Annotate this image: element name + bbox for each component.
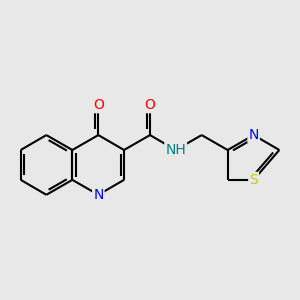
- Text: O: O: [93, 98, 104, 112]
- Text: N: N: [248, 128, 259, 142]
- Text: S: S: [249, 173, 258, 187]
- Text: N: N: [93, 188, 103, 202]
- Text: NH: NH: [165, 143, 186, 157]
- Text: O: O: [145, 98, 155, 112]
